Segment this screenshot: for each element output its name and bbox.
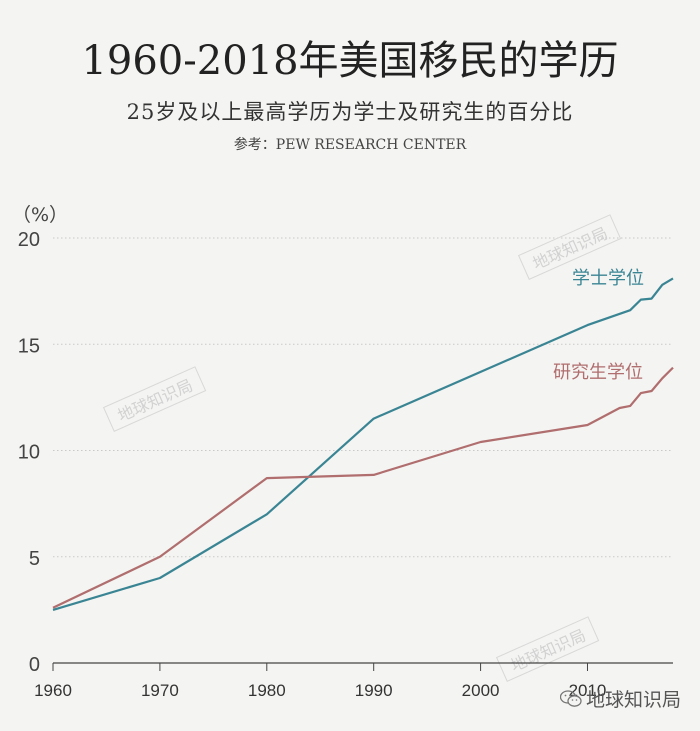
watermark-frame [102, 366, 207, 432]
y-tick-label: 20 [18, 229, 40, 251]
brand-name: 地球知识局 [586, 689, 682, 711]
series-label-1: 研究生学位 [553, 362, 643, 383]
series-line-0 [52, 277, 674, 611]
series-label-0: 学士学位 [572, 268, 644, 289]
watermark-frame [517, 214, 622, 280]
x-tick-label: 1990 [355, 681, 393, 700]
x-tick-label: 2010 [569, 681, 607, 700]
watermark: 地球知识局 [495, 616, 600, 682]
wechat-icon [559, 689, 582, 708]
x-tick-label: 1970 [141, 681, 179, 700]
watermark: 地球知识局 [102, 366, 207, 432]
brand-watermark: 地球知识局 [559, 685, 682, 712]
y-tick-label: 0 [29, 654, 40, 676]
y-tick-label: 15 [18, 335, 40, 357]
chart-title: 1960-2018年美国移民的学历 [81, 38, 619, 84]
x-tick-label: 1960 [34, 681, 72, 700]
x-tick-label: 1980 [248, 681, 286, 700]
y-tick-label: 5 [29, 548, 40, 570]
y-axis-label: （%） [12, 204, 68, 226]
watermark-frame [495, 616, 600, 682]
chart-subtitle: 25岁及以上最高学历为学士及研究生的百分比 [126, 100, 574, 124]
source-note: 参考：PEW RESEARCH CENTER [233, 137, 467, 153]
y-tick-label: 10 [18, 442, 40, 464]
x-tick-label: 2000 [462, 681, 500, 700]
series-line-1 [52, 366, 674, 609]
